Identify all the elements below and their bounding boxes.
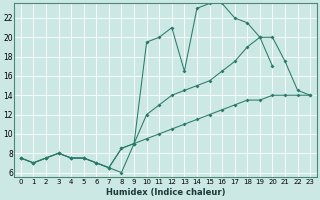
X-axis label: Humidex (Indice chaleur): Humidex (Indice chaleur) bbox=[106, 188, 225, 197]
